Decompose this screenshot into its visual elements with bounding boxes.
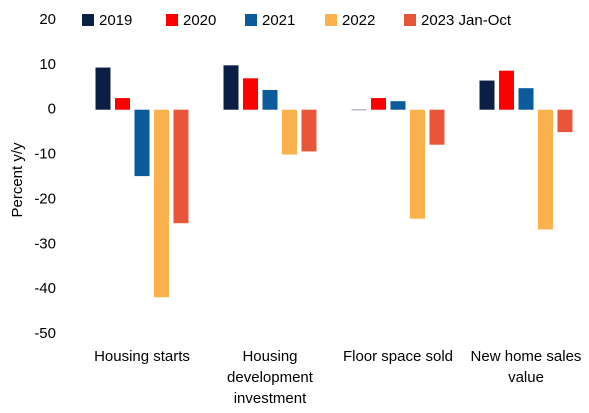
x-tick-label: Housing starts bbox=[94, 348, 190, 365]
legend-swatch bbox=[166, 14, 178, 26]
bar bbox=[499, 70, 514, 110]
bar bbox=[538, 109, 553, 230]
bar bbox=[429, 109, 445, 145]
legend-swatch bbox=[325, 14, 337, 26]
legend-swatch bbox=[82, 14, 94, 26]
bar bbox=[154, 109, 169, 298]
bar bbox=[95, 67, 111, 110]
y-tick-label: -20 bbox=[34, 190, 56, 207]
y-tick-label: 20 bbox=[39, 11, 56, 28]
bar bbox=[223, 65, 239, 110]
x-tick-label: New home sales value bbox=[470, 348, 582, 386]
bar bbox=[301, 109, 317, 152]
legend-label: 2022 bbox=[342, 12, 375, 29]
bar bbox=[479, 80, 495, 110]
y-tick-label: 10 bbox=[39, 56, 56, 73]
x-tick-label: Floor space sold bbox=[342, 348, 454, 365]
bar bbox=[243, 78, 258, 110]
x-tick-label: Housing development investment bbox=[227, 348, 313, 407]
y-tick-label: -40 bbox=[34, 280, 56, 297]
bar bbox=[371, 98, 386, 110]
y-tick-label: -30 bbox=[34, 235, 56, 252]
bar bbox=[134, 109, 150, 177]
bar bbox=[518, 88, 534, 110]
legend-label: 2023 Jan-Oct bbox=[421, 12, 512, 29]
legend-label: 2021 bbox=[262, 12, 295, 29]
y-tick-label: 0 bbox=[48, 101, 56, 118]
bar bbox=[282, 109, 297, 155]
bar bbox=[262, 89, 278, 110]
bar bbox=[390, 101, 406, 110]
y-axis-label: Percent y/y bbox=[9, 142, 26, 218]
y-tick-label: -50 bbox=[34, 325, 56, 342]
bar bbox=[557, 109, 573, 133]
bar bbox=[173, 109, 189, 224]
legend-label: 2020 bbox=[183, 12, 216, 29]
legend-swatch bbox=[404, 14, 416, 26]
y-tick-label: -10 bbox=[34, 146, 56, 163]
bar bbox=[410, 109, 425, 219]
legend-label: 2019 bbox=[99, 12, 132, 29]
bar bbox=[115, 98, 130, 110]
legend-swatch bbox=[245, 14, 257, 26]
